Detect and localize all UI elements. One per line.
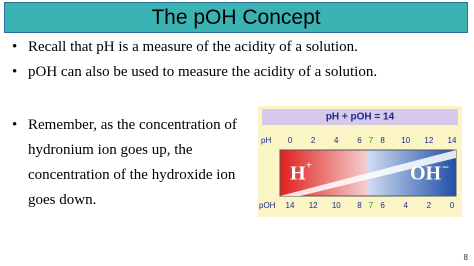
h-ion: H	[290, 163, 306, 185]
h-charge: +	[306, 161, 312, 172]
bullet: • pOH can also be used to measure the ac…	[12, 60, 462, 85]
poh-tick: 2	[427, 201, 432, 210]
ph-tick: 0	[288, 136, 293, 145]
poh-tick: 10	[332, 201, 341, 210]
poh-tick: 0	[450, 201, 455, 210]
ph-tick: 7	[369, 136, 374, 145]
bullet-text: pOH can also be used to measure the acid…	[28, 64, 378, 80]
poh-tick: 7	[369, 201, 374, 210]
equation-band	[262, 109, 458, 125]
poh-tick: 8	[357, 201, 362, 210]
page-number: 8	[463, 253, 468, 262]
poh-tick: 4	[403, 201, 408, 210]
ph-tick: 14	[448, 136, 457, 145]
ph-tick: 6	[357, 136, 362, 145]
oh-ion: OH	[410, 163, 442, 185]
poh-tick: 14	[286, 201, 295, 210]
bullet: • Remember, as the concentration of hydr…	[12, 113, 252, 213]
ph-tick: 12	[424, 136, 433, 145]
ph-label: pH	[261, 136, 271, 145]
equation: pH + pOH = 14	[326, 112, 395, 123]
bullet: • Recall that pH is a measure of the aci…	[12, 35, 462, 60]
bullet-dot: •	[12, 64, 18, 80]
ph-tick: 4	[334, 136, 339, 145]
poh-label: pOH	[259, 201, 276, 210]
ph-tick: 2	[311, 136, 316, 145]
ph-tick: 10	[401, 136, 410, 145]
bullet-dot: •	[12, 117, 18, 133]
ph-tick: 8	[380, 136, 385, 145]
bullet-dot: •	[12, 39, 18, 55]
divider	[280, 150, 456, 196]
bullet-text: Recall that pH is a measure of the acidi…	[28, 39, 358, 55]
slide-title: The pOH Concept	[4, 2, 468, 33]
poh-tick: 12	[309, 201, 318, 210]
oh-charge: −	[442, 160, 449, 174]
bullet-text: Remember, as the concentration of hydron…	[28, 117, 237, 208]
poh-tick: 6	[380, 201, 385, 210]
